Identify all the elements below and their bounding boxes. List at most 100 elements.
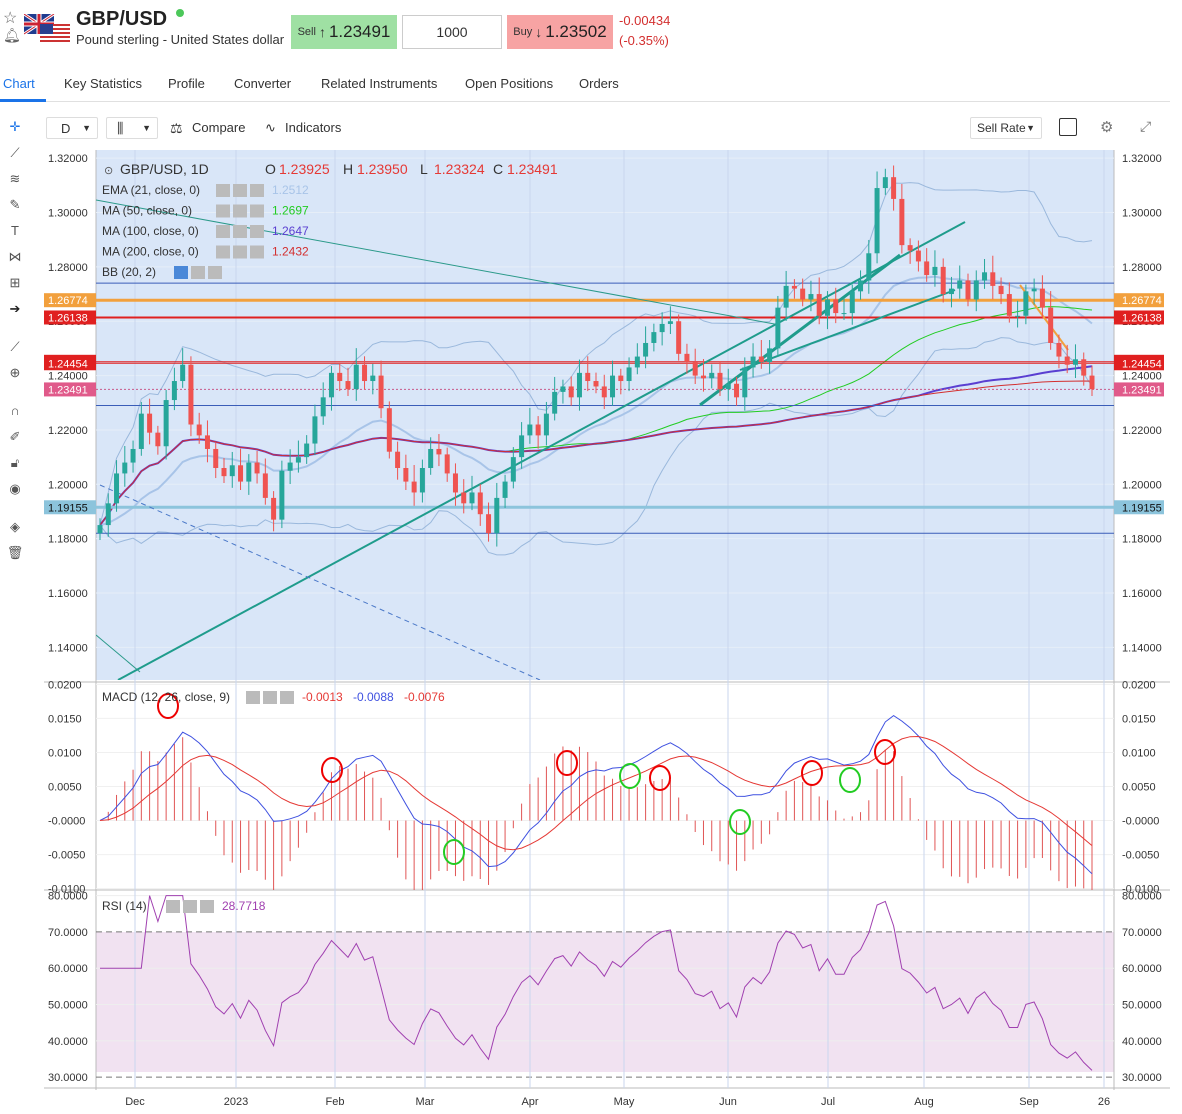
macd-annotation-circle[interactable] [556,750,578,776]
trendline[interactable] [117,221,966,680]
macd-annotation-circle[interactable] [729,809,751,835]
eye-icon[interactable] [166,900,180,913]
gear-icon[interactable] [233,225,247,238]
tab-related-instruments[interactable]: Related Instruments [321,76,438,91]
alert-bell-icon[interactable]: 🔔︎ [3,27,21,43]
sell-button[interactable]: Sell ↑ 1.23491 [291,15,397,49]
indicator-legend-name[interactable]: MA (100, close, 0) [102,224,199,238]
macd-tick-label: 0.0200 [1122,679,1156,691]
macd-annotation-circle[interactable] [839,767,861,793]
text-icon[interactable]: T [11,223,19,238]
gear-icon[interactable] [263,691,277,704]
compare-icon: ⚖ [170,120,183,136]
candle-body [808,294,814,300]
close-icon[interactable] [250,245,264,259]
ohlc-label: C [493,161,503,177]
trash-icon[interactable]: 🗑︎ [6,545,24,560]
compare-button[interactable]: Compare [192,120,246,135]
rate-select[interactable]: Sell Rate ▼ [970,117,1042,139]
price-axis-badge [44,356,96,371]
macd-annotation-circle[interactable] [619,763,641,789]
buy-button[interactable]: Buy ↓ 1.23502 [507,15,613,49]
ruler-icon[interactable]: ⟋ [10,339,20,354]
trendline[interactable] [96,634,141,673]
indicator-legend-name[interactable]: MA (200, close, 0) [102,245,199,259]
macd-tick-label: 0.0100 [48,747,82,759]
eye-icon[interactable] [174,266,188,279]
rsi-legend-name[interactable]: RSI (14) [102,899,147,913]
fib-icon[interactable]: ≋ [9,171,21,186]
macd-annotation-circle[interactable] [321,757,343,783]
trendline[interactable] [96,199,781,326]
indicator-legend-name[interactable]: EMA (21, close, 0) [102,183,200,197]
x-tick-label: 2023 [224,1096,248,1108]
ohlc-value: 1.23491 [507,161,558,177]
macd-annotation-circle[interactable] [443,839,465,865]
gear-icon[interactable] [233,204,247,218]
pattern-icon[interactable]: ⋈ [8,249,22,264]
close-icon[interactable] [250,225,264,238]
lock-drawing-icon[interactable]: ✐ [9,429,21,444]
chart-type-select[interactable]: ⫼ ▼ [106,117,158,139]
eye-icon[interactable] [216,184,230,197]
gear-icon[interactable] [233,184,247,197]
close-icon[interactable] [250,204,264,218]
tab-open-positions[interactable]: Open Positions [465,76,554,91]
tab-key-statistics[interactable]: Key Statistics [64,76,143,91]
close-icon[interactable] [250,184,264,197]
gear-icon[interactable] [191,266,205,279]
trendline[interactable] [739,289,956,371]
lock-icon[interactable]: 🔓︎ [10,455,20,470]
candle-body [915,250,921,262]
price-axis-badge [44,293,96,308]
tab-chart[interactable]: Chart [3,76,35,91]
close-icon[interactable] [280,691,294,704]
indicator-legend-name[interactable]: BB (20, 2) [102,265,156,279]
candle-body [304,443,310,458]
layers-icon[interactable]: ◈ [10,519,20,534]
candle-body [651,332,657,343]
magnet-icon[interactable]: ∩ [10,403,20,418]
close-icon[interactable] [200,900,214,913]
star-icon[interactable]: ☆ [3,10,18,27]
macd-annotation-circle[interactable] [649,765,671,791]
measure-icon[interactable]: ⊞ [9,275,21,290]
eye-icon[interactable] [216,204,230,218]
trendline-icon[interactable]: ⟋ [10,145,20,160]
collapse-legend-icon[interactable]: ⊙ [104,165,113,177]
candle-body [1023,291,1029,316]
gear-icon[interactable] [183,900,197,913]
quantity-input[interactable]: 1000 [402,15,502,49]
zoom-in-icon[interactable]: ⊕ [9,365,21,380]
arrow-icon[interactable]: ➔ [9,301,21,316]
x-tick-label: Feb [326,1096,345,1108]
price-axis-badge [1114,293,1164,308]
macd-legend-name[interactable]: MACD (12, 26, close, 9) [102,690,230,704]
macd-signal-line [99,735,1093,851]
candle-body [585,372,591,382]
macd-annotation-circle[interactable] [801,760,823,786]
y-tick-label: 1.30000 [1122,208,1162,220]
interval-select[interactable]: D ▼ [46,117,98,139]
crosshair-icon[interactable]: ✛ [9,119,21,134]
fullscreen-toggle-icon[interactable] [1059,118,1077,136]
tab-orders[interactable]: Orders [579,76,619,91]
candle-body [246,462,252,482]
candle-body [419,468,425,493]
gear-icon[interactable] [233,245,247,259]
eye-icon[interactable] [216,225,230,238]
macd-annotation-circle[interactable] [874,739,896,765]
tab-profile[interactable]: Profile [168,76,205,91]
close-icon[interactable] [208,266,222,279]
tab-converter[interactable]: Converter [234,76,292,91]
macd-annotation-circle[interactable] [157,693,179,719]
indicator-legend-name[interactable]: MA (50, close, 0) [102,204,192,218]
brush-icon[interactable]: ✎ [9,197,21,212]
eye-icon[interactable]: ◉ [9,481,21,496]
settings-gear-icon[interactable]: ⚙ [1100,119,1114,136]
eye-icon[interactable] [216,245,230,259]
eye-icon[interactable] [246,691,260,704]
indicators-button[interactable]: Indicators [285,120,342,135]
expand-icon[interactable]: ⤢ [1140,118,1152,134]
